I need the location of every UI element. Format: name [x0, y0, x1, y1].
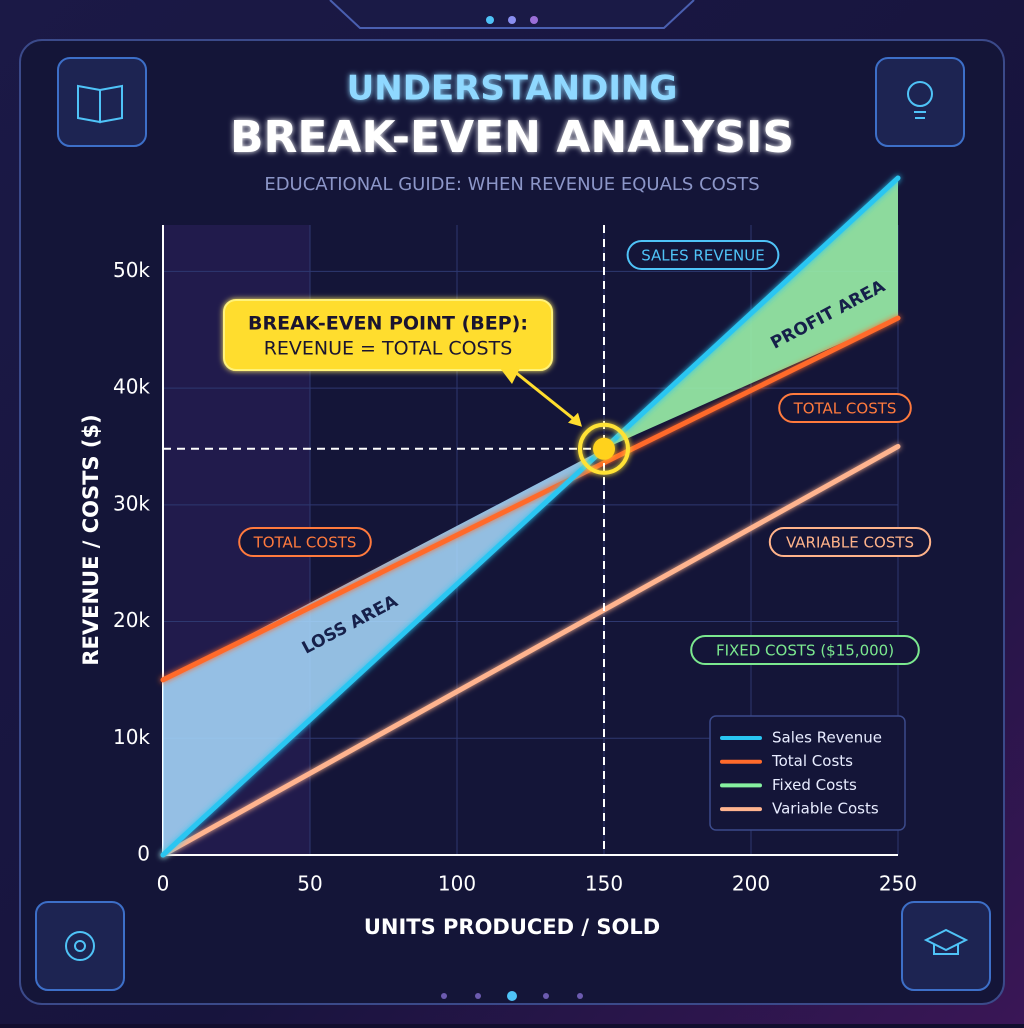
callout-box [223, 299, 553, 371]
callout-text: REVENUE = TOTAL COSTS [264, 338, 513, 360]
y-tick-label: 0 [137, 842, 150, 866]
dot [530, 16, 538, 24]
top-tab [329, 0, 695, 29]
chart-title: BREAK-EVEN ANALYSIS [230, 112, 794, 163]
y-tick-label: 50k [113, 258, 150, 282]
bep-ring [578, 422, 630, 475]
series-line [160, 443, 901, 858]
legend-box [709, 715, 906, 831]
y-tick-label: 10k [113, 725, 150, 749]
dot [508, 16, 516, 24]
series-line [160, 315, 901, 683]
annotation: SALES REVENUE [641, 247, 765, 265]
annotation: TOTAL COSTS [793, 400, 897, 418]
y-tick-label: 30k [113, 491, 150, 515]
legend-label: Variable Costs [772, 800, 879, 818]
x-axis-title: UNITS PRODUCED / SOLD [364, 915, 660, 939]
callout-arrow-head [568, 412, 582, 427]
x-tick-label: 100 [438, 872, 476, 896]
y-tick-label: 20k [113, 608, 150, 632]
annotation-pill [690, 635, 920, 665]
legend-label: Sales Revenue [772, 729, 882, 747]
x-tick-label: 50 [297, 872, 322, 896]
x-tick-label: 0 [157, 872, 170, 896]
bep-point [593, 437, 615, 460]
annotation: FIXED COSTS ($15,000) [716, 642, 894, 660]
legend-label: Total Costs [771, 752, 853, 770]
kicker: UNDERSTANDING [347, 69, 678, 109]
legend-label: Fixed Costs [772, 776, 857, 794]
series-line [160, 175, 901, 858]
y-tick-label: 40k [113, 375, 150, 399]
chart-subtitle: EDUCATIONAL GUIDE: WHEN REVENUE EQUALS C… [264, 174, 759, 195]
dot [486, 16, 494, 24]
annotation-pill [778, 393, 912, 423]
callout-arrow [514, 370, 577, 422]
annotation-pill [626, 240, 780, 270]
y-axis-title: REVENUE / COSTS ($) [79, 414, 103, 665]
x-tick-label: 200 [732, 872, 770, 896]
page-dots [441, 991, 583, 1001]
annotation: TOTAL COSTS [253, 534, 357, 552]
annotation-pill [238, 527, 372, 557]
corner-icons [35, 57, 991, 991]
x-tick-label: 250 [879, 872, 917, 896]
x-tick-label: 150 [585, 872, 623, 896]
annotation: VARIABLE COSTS [786, 534, 914, 552]
callout-text: BREAK-EVEN POINT (BEP): [248, 313, 528, 335]
annotation-pill [768, 527, 932, 557]
